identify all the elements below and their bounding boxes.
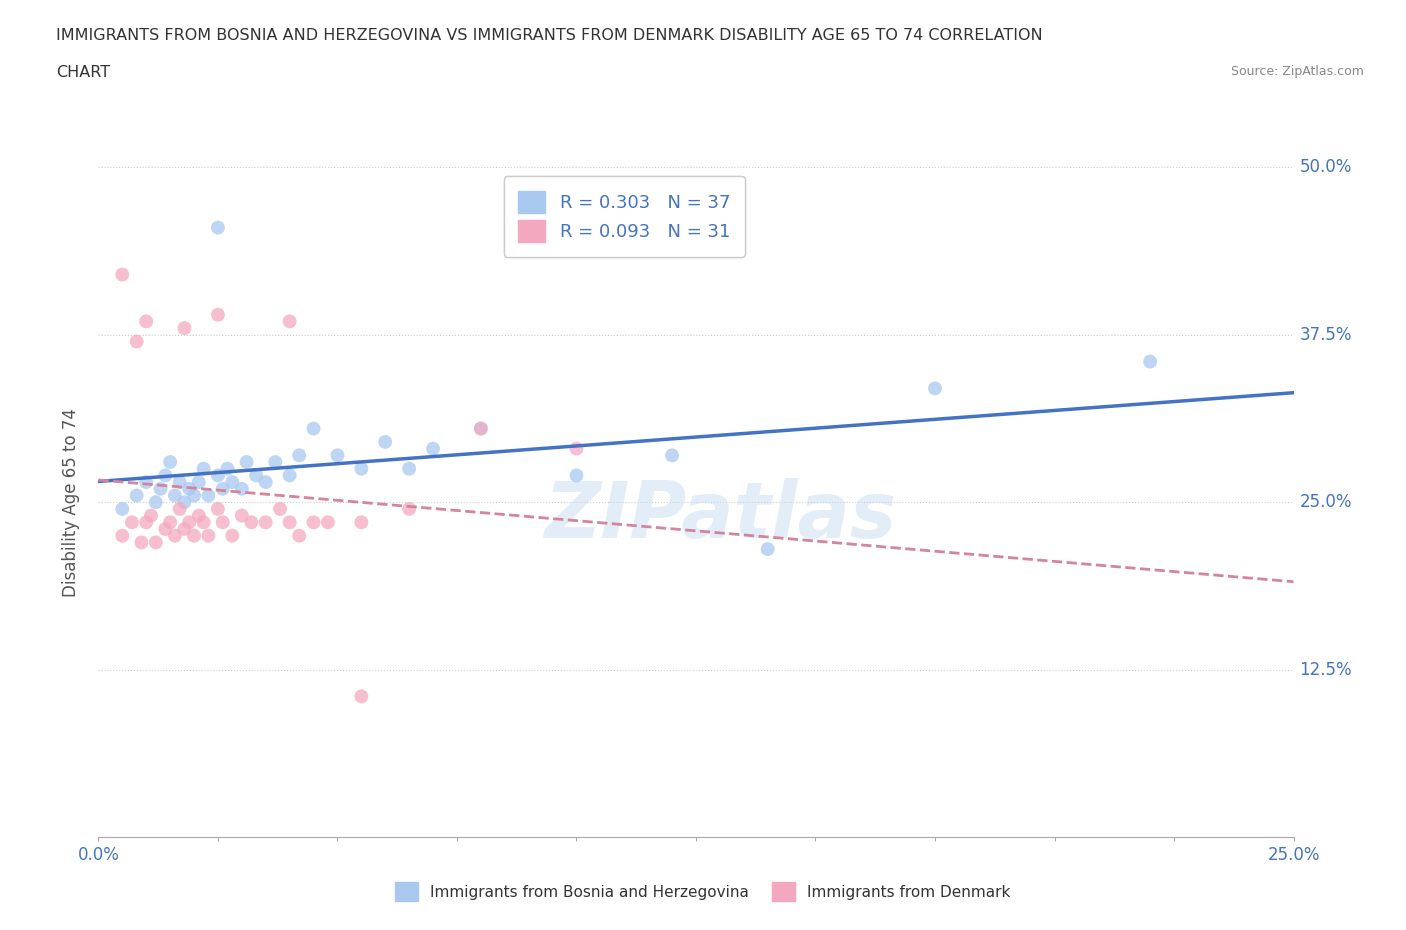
Point bbox=[221, 528, 243, 543]
Point bbox=[350, 689, 373, 704]
Text: IMMIGRANTS FROM BOSNIA AND HERZEGOVINA VS IMMIGRANTS FROM DENMARK DISABILITY AGE: IMMIGRANTS FROM BOSNIA AND HERZEGOVINA V… bbox=[56, 28, 1043, 43]
Point bbox=[235, 455, 257, 470]
Legend: R = 0.303   N = 37, R = 0.093   N = 31: R = 0.303 N = 37, R = 0.093 N = 31 bbox=[503, 177, 745, 257]
Point bbox=[240, 515, 263, 530]
Point bbox=[111, 528, 134, 543]
Point bbox=[135, 515, 157, 530]
Point bbox=[470, 421, 492, 436]
Point bbox=[155, 522, 177, 537]
Point bbox=[111, 501, 134, 516]
Point bbox=[155, 468, 177, 483]
Point bbox=[183, 528, 205, 543]
Point bbox=[211, 482, 233, 497]
Point bbox=[163, 528, 186, 543]
Point bbox=[350, 461, 373, 476]
Point bbox=[565, 468, 588, 483]
Point bbox=[231, 508, 253, 523]
Point bbox=[149, 482, 172, 497]
Point bbox=[398, 501, 420, 516]
Point bbox=[288, 528, 311, 543]
Point bbox=[173, 321, 195, 336]
Point bbox=[207, 220, 229, 235]
Point bbox=[173, 495, 195, 510]
Point bbox=[163, 488, 186, 503]
Point bbox=[139, 508, 162, 523]
Point bbox=[135, 474, 157, 489]
Point bbox=[254, 515, 277, 530]
Point bbox=[278, 314, 301, 329]
Point bbox=[269, 501, 291, 516]
Point bbox=[470, 421, 492, 436]
Point bbox=[661, 448, 683, 463]
Point bbox=[145, 535, 167, 550]
Point bbox=[302, 515, 325, 530]
Point bbox=[159, 455, 181, 470]
Point bbox=[211, 515, 233, 530]
Point bbox=[145, 495, 167, 510]
Point bbox=[924, 381, 946, 396]
Point bbox=[121, 515, 143, 530]
Point bbox=[187, 508, 209, 523]
Point bbox=[565, 441, 588, 456]
Point bbox=[1139, 354, 1161, 369]
Point bbox=[197, 528, 219, 543]
Point bbox=[159, 515, 181, 530]
Text: 50.0%: 50.0% bbox=[1299, 158, 1353, 177]
Point bbox=[245, 468, 267, 483]
Point bbox=[193, 461, 215, 476]
Point bbox=[217, 461, 239, 476]
Point bbox=[264, 455, 287, 470]
Point bbox=[207, 307, 229, 322]
Point bbox=[207, 501, 229, 516]
Point bbox=[111, 267, 134, 282]
Point bbox=[316, 515, 339, 530]
Point bbox=[374, 434, 396, 449]
Point bbox=[254, 474, 277, 489]
Y-axis label: Disability Age 65 to 74: Disability Age 65 to 74 bbox=[62, 407, 80, 597]
Point bbox=[125, 488, 148, 503]
Point bbox=[302, 421, 325, 436]
Text: 12.5%: 12.5% bbox=[1299, 660, 1353, 679]
Point bbox=[183, 488, 205, 503]
Point bbox=[125, 334, 148, 349]
Point bbox=[131, 535, 153, 550]
Point bbox=[231, 482, 253, 497]
Point bbox=[326, 448, 349, 463]
Legend: Immigrants from Bosnia and Herzegovina, Immigrants from Denmark: Immigrants from Bosnia and Herzegovina, … bbox=[382, 870, 1024, 913]
Text: 25.0%: 25.0% bbox=[1299, 493, 1353, 512]
Point bbox=[278, 515, 301, 530]
Point bbox=[207, 468, 229, 483]
Point bbox=[756, 541, 779, 556]
Point bbox=[193, 515, 215, 530]
Point bbox=[169, 474, 191, 489]
Text: ZIPatlas: ZIPatlas bbox=[544, 478, 896, 553]
Text: Source: ZipAtlas.com: Source: ZipAtlas.com bbox=[1230, 65, 1364, 78]
Point bbox=[187, 474, 209, 489]
Text: CHART: CHART bbox=[56, 65, 110, 80]
Point bbox=[288, 448, 311, 463]
Point bbox=[173, 522, 195, 537]
Text: 37.5%: 37.5% bbox=[1299, 326, 1353, 344]
Point bbox=[278, 468, 301, 483]
Point bbox=[221, 474, 243, 489]
Point bbox=[169, 501, 191, 516]
Point bbox=[350, 515, 373, 530]
Point bbox=[135, 314, 157, 329]
Point bbox=[179, 482, 201, 497]
Point bbox=[398, 461, 420, 476]
Point bbox=[422, 441, 444, 456]
Point bbox=[197, 488, 219, 503]
Point bbox=[179, 515, 201, 530]
